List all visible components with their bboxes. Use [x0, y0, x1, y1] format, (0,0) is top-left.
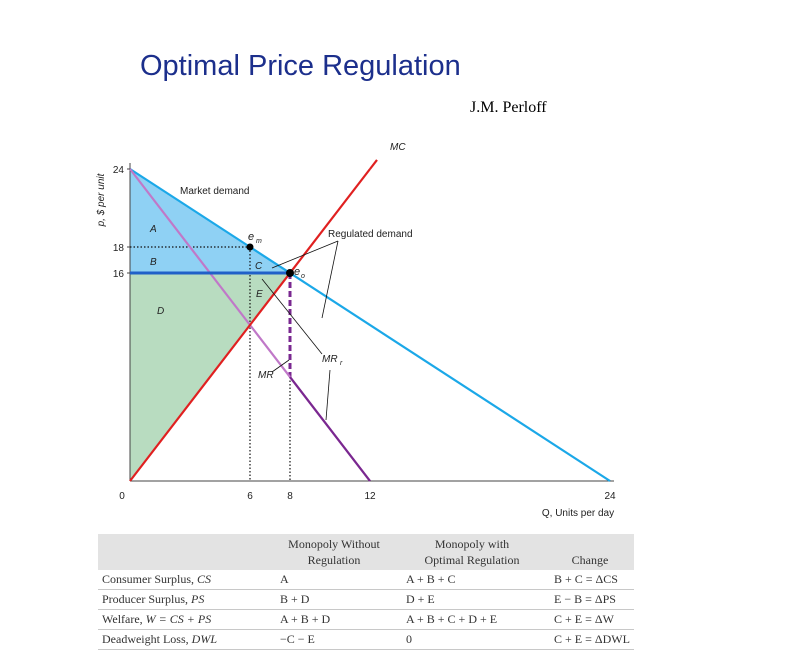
label-eo-sub: o — [301, 273, 305, 280]
series-market-demand — [129, 168, 611, 482]
cell-with: 0 — [398, 629, 546, 650]
area-d — [130, 273, 250, 481]
label-em-sub: m — [256, 238, 262, 245]
table-header-without-regulation: Monopoly Without Regulation — [270, 534, 398, 570]
table-row: Deadweight Loss, DWL −C − E 0 C + E = ΔD… — [98, 629, 634, 650]
leader-regulated-demand-2 — [321, 240, 339, 319]
header-line: Monopoly with — [434, 537, 510, 551]
header-line: Regulation — [307, 553, 361, 567]
label-area-e: E — [256, 289, 263, 300]
table-row: Welfare, W = CS + PS A + B + D A + B + C… — [98, 609, 634, 630]
row-label-var: PS — [191, 592, 205, 606]
cell-with: A + B + C + D + E — [398, 609, 546, 630]
cell-without: A — [270, 570, 398, 590]
row-label: Producer Surplus, PS — [98, 589, 270, 610]
x-tick-label: 24 — [604, 491, 616, 502]
row-label: Deadweight Loss, DWL — [98, 629, 270, 650]
label-area-b: B — [150, 257, 157, 268]
welfare-comparison-table: Monopoly Without Regulation Monopoly wit… — [98, 534, 634, 650]
cell-without: B + D — [270, 589, 398, 610]
cell-change: C + E = ΔW — [546, 609, 634, 630]
x-tick-label: 8 — [287, 491, 293, 502]
cell-change: B + C = ΔCS — [546, 570, 634, 590]
x-tick-label: 12 — [364, 491, 376, 502]
table-header-change: Change — [546, 534, 634, 570]
row-label-text: Consumer Surplus, — [102, 572, 198, 586]
cell-with: D + E — [398, 589, 546, 610]
label-mrr: MR — [322, 354, 338, 365]
row-label-var: DWL — [191, 632, 217, 646]
y-tick-label: 16 — [113, 269, 125, 280]
table-row: Consumer Surplus, CS A A + B + C B + C =… — [98, 570, 634, 590]
cell-without: −C − E — [270, 629, 398, 650]
x-tick-label: 0 — [119, 491, 125, 502]
row-label-text: Producer Surplus, — [102, 592, 191, 606]
label-mr: MR — [258, 370, 274, 381]
plot-area: 0 6 8 12 24 16 18 24 Market demand Regulated dema… — [113, 142, 616, 502]
label-area-a: A — [149, 224, 157, 235]
row-label-text: Deadweight Loss, — [102, 632, 192, 646]
series-mrr — [289, 376, 371, 482]
row-label: Consumer Surplus, CS — [98, 570, 270, 590]
table-row: Producer Surplus, PS B + D D + E E − B =… — [98, 589, 634, 610]
y-tick-label: 24 — [113, 165, 125, 176]
header-line: Change — [571, 553, 609, 567]
row-label-var: W = CS + PS — [145, 612, 212, 626]
y-tick-label: 18 — [113, 243, 125, 254]
label-mrr-sub: r — [340, 360, 343, 367]
row-label-var: CS — [197, 572, 212, 586]
leader-mrr-2 — [325, 369, 331, 421]
row-label-text: Welfare, — [102, 612, 146, 626]
leader-regulated-demand — [271, 240, 339, 269]
label-market-demand: Market demand — [180, 186, 249, 197]
label-area-c: C — [255, 261, 263, 272]
header-line: Monopoly Without — [288, 537, 380, 551]
cell-without: A + B + D — [270, 609, 398, 630]
x-tick-label: 6 — [247, 491, 253, 502]
cell-change: C + E = ΔDWL — [546, 629, 634, 650]
table-header-empty — [98, 534, 270, 570]
leader-mrr — [261, 278, 323, 355]
point-em — [246, 243, 254, 251]
label-regulated-demand: Regulated demand — [328, 229, 413, 240]
point-eo — [286, 269, 294, 277]
label-em: e — [248, 231, 254, 243]
table-header-row: Monopoly Without Regulation Monopoly wit… — [98, 534, 634, 570]
cell-with: A + B + C — [398, 570, 546, 590]
leader-mr — [271, 359, 290, 373]
area-b — [130, 247, 250, 273]
label-eo: e — [294, 266, 300, 278]
row-label: Welfare, W = CS + PS — [98, 609, 270, 630]
x-axis-label: Q, Units per day — [542, 508, 614, 519]
label-mc: MC — [390, 142, 406, 153]
optimal-price-regulation-chart: p, $ per unit Q, Units per day 0 6 8 12 24 16… — [96, 142, 616, 519]
series-mc — [129, 168, 371, 482]
label-area-d: D — [157, 306, 164, 317]
table-header-with-regulation: Monopoly with Optimal Regulation — [398, 534, 546, 570]
series-mc-extension — [369, 159, 378, 170]
page-title: Optimal Price Regulation — [140, 50, 461, 82]
author-label: J.M. Perloff — [470, 99, 547, 116]
header-line: Optimal Regulation — [424, 553, 520, 567]
cell-change: E − B = ΔPS — [546, 589, 634, 610]
y-axis-label: p, $ per unit — [96, 172, 107, 227]
